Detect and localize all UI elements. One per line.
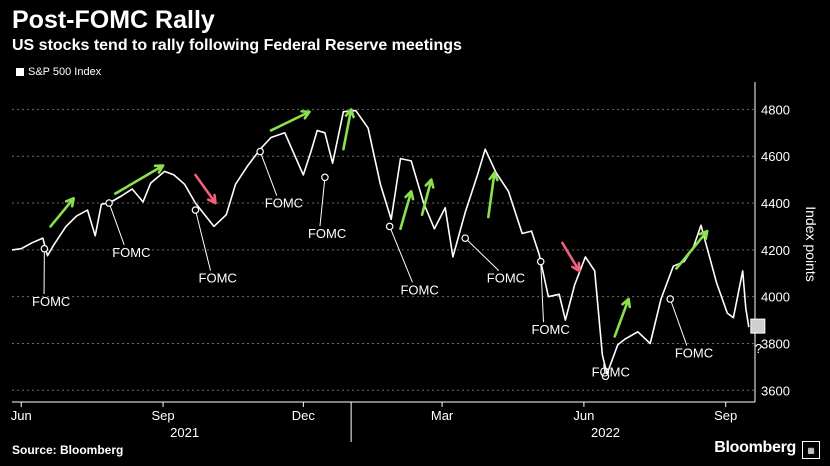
y-tick-label: 4600 (761, 149, 790, 164)
fomc-label: FOMC (199, 271, 237, 286)
y-tick-label: 4000 (761, 290, 790, 305)
fomc-marker (40, 244, 49, 253)
bloomberg-logo: Bloomberg (714, 439, 796, 456)
y-tick-label: 4800 (761, 102, 790, 117)
fomc-leader-line (464, 237, 500, 271)
fomc-label: FOMC (265, 196, 303, 211)
trend-arrow-up (487, 171, 499, 219)
x-tick-label: Sep (151, 408, 174, 423)
trend-arrow-down (194, 173, 217, 205)
legend-swatch (16, 68, 24, 76)
fomc-marker (321, 173, 329, 182)
fomc-marker (461, 234, 469, 242)
fomc-leader-line (540, 261, 544, 323)
y-axis-title: Index points (803, 206, 819, 282)
bloomberg-badge-icon: ▦ (802, 441, 820, 459)
fomc-leader-line (194, 209, 212, 271)
fomc-leader-line (669, 298, 688, 346)
x-tick-label: Jun (573, 408, 594, 423)
fomc-marker (105, 199, 113, 207)
source-note: Source: Bloomberg (12, 443, 124, 457)
fomc-marker (536, 257, 545, 266)
x-tick-label: Jun (11, 408, 32, 423)
fomc-marker (601, 372, 610, 381)
trend-arrow-up (113, 164, 165, 195)
fomc-label: FOMC (400, 282, 438, 297)
trend-arrow-up (399, 190, 415, 231)
trend-arrow-up (269, 110, 311, 132)
end-marker-box (750, 318, 766, 334)
fomc-leader-line (319, 177, 326, 227)
fomc-label: FOMC (487, 271, 525, 286)
fomc-label: FOMC (531, 322, 569, 337)
fomc-label: FOMC (592, 364, 630, 379)
chart-subtitle: US stocks tend to rally following Federa… (12, 37, 462, 54)
y-tick-label: 4200 (761, 243, 790, 258)
fomc-leader-line (389, 226, 413, 283)
y-tick-label: 3600 (761, 383, 790, 398)
fomc-label: FOMC (32, 294, 70, 309)
fomc-label: FOMC (675, 346, 713, 361)
fomc-leader-line (259, 151, 278, 196)
fomc-leader-line (108, 202, 125, 246)
trend-arrow-up (613, 297, 632, 338)
y-tick-label: 3800 (761, 336, 790, 351)
chart-title: Post-FOMC Rally (12, 6, 215, 34)
trend-arrow-down (561, 241, 581, 273)
trend-arrow-up (49, 197, 75, 228)
fomc-marker (191, 206, 200, 214)
x-year-label: 2021 (170, 425, 199, 440)
x-tick-label: Mar (431, 408, 454, 423)
x-tick-label: Sep (714, 408, 737, 423)
fomc-marker (666, 295, 675, 303)
trend-arrow-up (675, 229, 709, 270)
y-tick-label: 4400 (761, 196, 790, 211)
trend-arrow-up (420, 178, 435, 217)
legend-label: S&P 500 Index (28, 66, 102, 78)
series-line-sp500 (11, 109, 750, 375)
fomc-marker (256, 147, 264, 156)
end-marker-label: ? (755, 341, 762, 356)
fomc-label: FOMC (308, 226, 346, 241)
x-year-label: 2022 (591, 425, 620, 440)
trend-arrow-up (342, 108, 355, 151)
x-tick-label: Dec (292, 408, 316, 423)
fomc-marker (385, 222, 394, 231)
legend: S&P 500 Index (16, 66, 101, 78)
fomc-label: FOMC (112, 245, 150, 260)
